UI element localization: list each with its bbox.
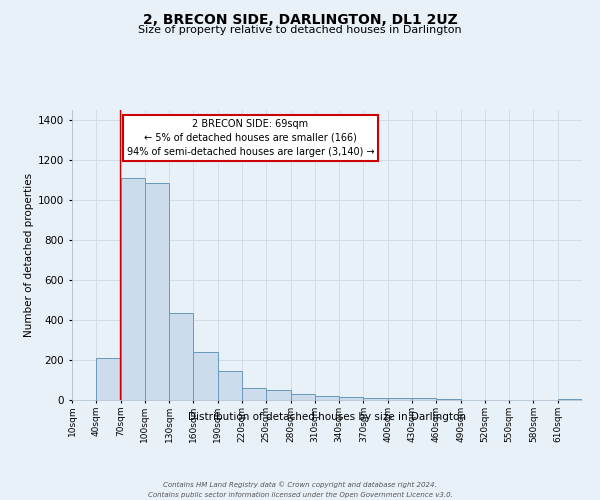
Text: 2 BRECON SIDE: 69sqm
← 5% of detached houses are smaller (166)
94% of semi-detac: 2 BRECON SIDE: 69sqm ← 5% of detached ho…	[127, 118, 374, 156]
Bar	[436, 398, 461, 400]
Bar	[315, 396, 339, 400]
Bar	[558, 399, 582, 400]
Bar	[96, 358, 121, 400]
Bar	[412, 398, 436, 400]
Bar	[169, 313, 193, 400]
Bar	[145, 183, 169, 400]
Text: Contains HM Land Registry data © Crown copyright and database right 2024.: Contains HM Land Registry data © Crown c…	[163, 481, 437, 488]
Text: Contains public sector information licensed under the Open Government Licence v3: Contains public sector information licen…	[148, 492, 452, 498]
Bar	[339, 397, 364, 400]
Bar	[266, 390, 290, 400]
Text: Distribution of detached houses by size in Darlington: Distribution of detached houses by size …	[188, 412, 466, 422]
Bar	[218, 371, 242, 400]
Bar	[364, 398, 388, 400]
Bar	[121, 178, 145, 400]
Bar	[290, 394, 315, 400]
Text: Size of property relative to detached houses in Darlington: Size of property relative to detached ho…	[138, 25, 462, 35]
Y-axis label: Number of detached properties: Number of detached properties	[24, 173, 34, 337]
Bar	[242, 388, 266, 400]
Bar	[193, 352, 218, 400]
Bar	[388, 398, 412, 400]
Text: 2, BRECON SIDE, DARLINGTON, DL1 2UZ: 2, BRECON SIDE, DARLINGTON, DL1 2UZ	[143, 12, 457, 26]
